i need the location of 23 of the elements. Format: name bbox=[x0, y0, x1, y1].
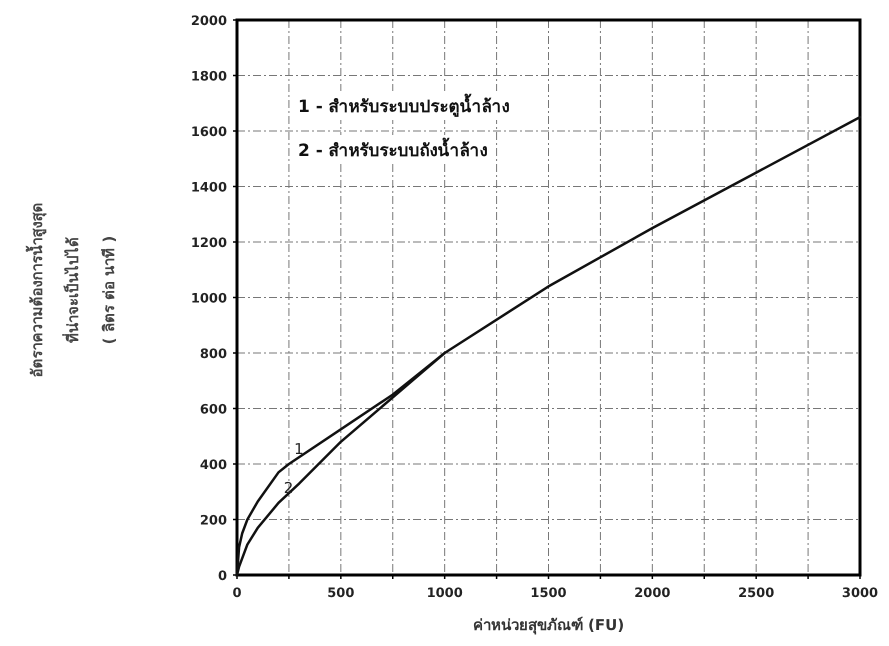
y-tick-label: 1800 bbox=[190, 70, 227, 84]
y-tick-label: 1600 bbox=[190, 125, 227, 140]
y-tick-label: 2000 bbox=[190, 14, 227, 29]
x-tick-label: 0 bbox=[232, 586, 242, 601]
x-tick-label: 1500 bbox=[530, 586, 567, 601]
x-tick-label: 2000 bbox=[634, 586, 670, 601]
y-tick-label: 800 bbox=[200, 347, 227, 362]
y-tick-label: 400 bbox=[200, 458, 227, 473]
x-axis-title: ค่าหน่วยสุขภัณฑ์ (FU) bbox=[472, 616, 624, 635]
x-tick-label: 2500 bbox=[738, 586, 774, 601]
y-tick-label: 1000 bbox=[190, 292, 227, 306]
x-tick-label: 1000 bbox=[426, 586, 463, 601]
y-tick-label: 1400 bbox=[190, 180, 227, 196]
annotation: 1 - สำหรับระบบประตูน้ำล้าง bbox=[298, 93, 510, 118]
annotation: 1 bbox=[294, 440, 304, 458]
y-tick-label: 0 bbox=[218, 569, 227, 584]
text: อัตราความต้องการน้ำสูงสุด ที่น่าจะเป็นไปได้ ( ลิตร ต่อ นาที ) bbox=[28, 202, 118, 378]
x-tick-label: 3000 bbox=[842, 586, 878, 601]
y-tick-label: 200 bbox=[200, 514, 227, 528]
x-tick-label: 500 bbox=[327, 586, 354, 601]
y-tick-label: 1200 bbox=[190, 236, 227, 251]
annotation: 2 - สำหรับระบบถังน้ำล้าง bbox=[298, 137, 488, 161]
y-tick-label: 600 bbox=[200, 402, 227, 418]
